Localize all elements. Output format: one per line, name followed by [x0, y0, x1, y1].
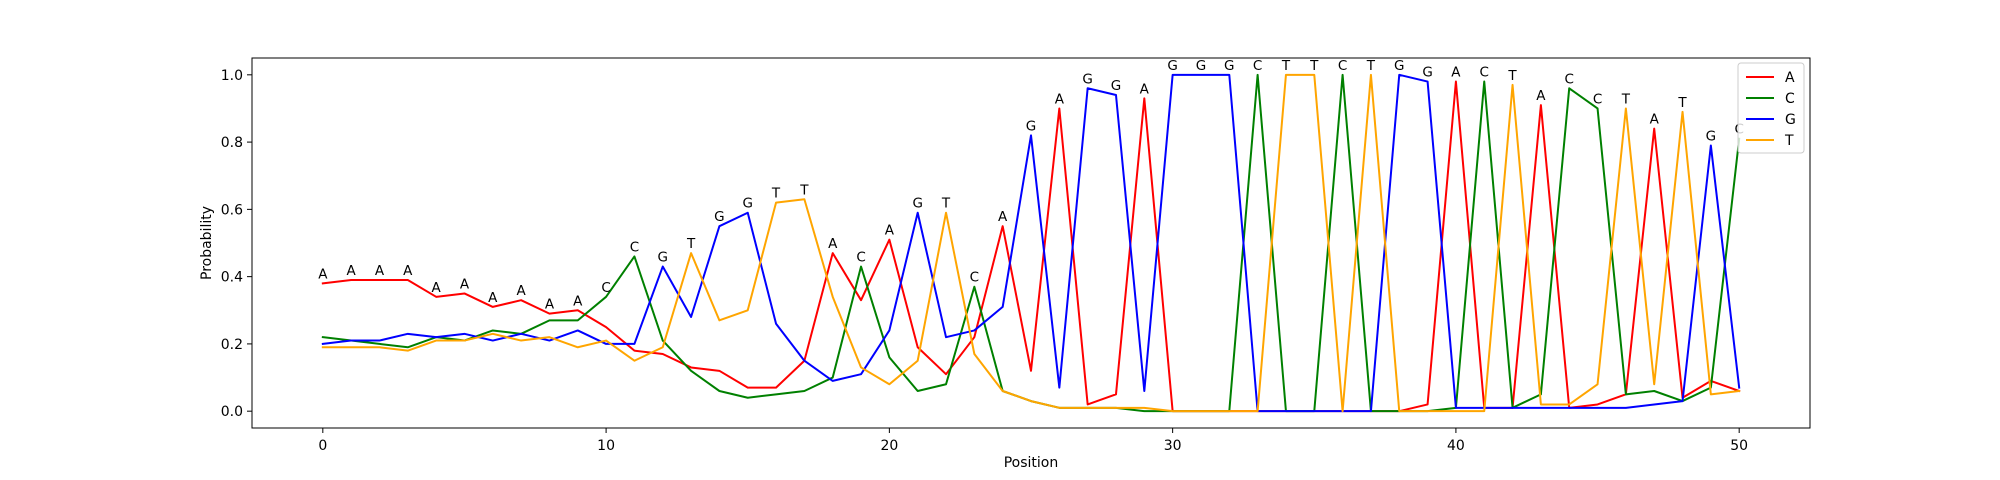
base-label: G	[1167, 58, 1177, 74]
base-label: A	[885, 223, 895, 239]
base-label: C	[970, 270, 979, 286]
base-label: T	[1309, 58, 1319, 74]
base-label: T	[799, 182, 809, 198]
y-axis-label: Probability	[199, 206, 215, 280]
base-label: A	[1451, 65, 1461, 81]
base-label: T	[1366, 58, 1376, 74]
base-label: A	[1055, 91, 1065, 107]
series-line-G	[321, 73, 1741, 413]
base-label: T	[941, 196, 951, 212]
base-label: A	[1536, 88, 1546, 104]
y-tick-label: 0.4	[221, 270, 243, 286]
base-label: G	[1196, 58, 1206, 74]
base-label: T	[1281, 58, 1291, 74]
base-label: G	[1082, 71, 1092, 87]
base-label: G	[1394, 58, 1404, 74]
base-label: T	[1677, 95, 1687, 111]
base-label: G	[714, 209, 724, 225]
base-label: A	[347, 263, 357, 279]
base-label: A	[516, 283, 526, 299]
y-tick-label: 0.6	[221, 202, 243, 218]
base-label: C	[601, 280, 610, 296]
x-tick-label: 30	[1164, 438, 1182, 454]
base-label: A	[573, 293, 583, 309]
base-label: G	[742, 196, 752, 212]
legend-label-C: C	[1785, 91, 1795, 107]
y-tick-label: 0.8	[221, 135, 243, 151]
base-label: G	[658, 250, 668, 266]
base-label: C	[1480, 65, 1489, 81]
base-label: A	[318, 266, 328, 282]
y-tick-label: 1.0	[221, 68, 243, 84]
x-axis-label: Position	[1004, 455, 1059, 471]
base-label: G	[1111, 78, 1121, 94]
base-label: A	[998, 209, 1008, 225]
base-label: A	[460, 276, 470, 292]
legend-label-A: A	[1785, 70, 1795, 86]
base-label: A	[432, 280, 442, 296]
base-label: C	[1338, 58, 1347, 74]
x-tick-label: 50	[1730, 438, 1748, 454]
legend-label-T: T	[1784, 133, 1794, 149]
y-tick-label: 0.2	[221, 337, 243, 353]
base-label: G	[1706, 128, 1716, 144]
base-label: C	[1593, 91, 1602, 107]
base-label: C	[630, 239, 639, 255]
x-tick-label: 40	[1447, 438, 1465, 454]
base-label: A	[828, 236, 838, 252]
base-label: C	[1253, 58, 1262, 74]
base-label: A	[1650, 112, 1660, 128]
base-label: C	[856, 250, 865, 266]
x-tick-label: 20	[880, 438, 898, 454]
x-tick-label: 10	[597, 438, 615, 454]
legend-label-G: G	[1785, 112, 1796, 128]
base-annotations: A A A A A A A A A A C C G T G G T T A C A G T C A G A G G A G G G C T T C T G G…	[318, 58, 1744, 313]
base-label: A	[1140, 81, 1150, 97]
axes-frame	[251, 57, 1811, 429]
base-label: G	[912, 196, 922, 212]
base-label: A	[488, 290, 498, 306]
base-label: T	[686, 236, 696, 252]
base-label: A	[545, 297, 555, 313]
series-line-T	[321, 73, 1741, 413]
y-axis-ticks: 0.0 0.2 0.4 0.6 0.8 1.0	[221, 68, 252, 420]
series-layer	[321, 73, 1741, 413]
base-label: G	[1422, 65, 1432, 81]
base-label: G	[1224, 58, 1234, 74]
y-tick-label: 0.0	[221, 404, 243, 420]
legend-frame	[1737, 62, 1805, 154]
base-label: T	[1507, 68, 1517, 84]
base-label: C	[1565, 71, 1574, 87]
base-label: T	[1621, 91, 1631, 107]
x-tick-label: 0	[318, 438, 327, 454]
base-label: A	[375, 263, 385, 279]
base-label: A	[403, 263, 413, 279]
base-label: T	[771, 186, 781, 202]
x-axis-ticks: 0 10 20 30 40 50	[318, 428, 1748, 454]
base-label: G	[1026, 118, 1036, 134]
